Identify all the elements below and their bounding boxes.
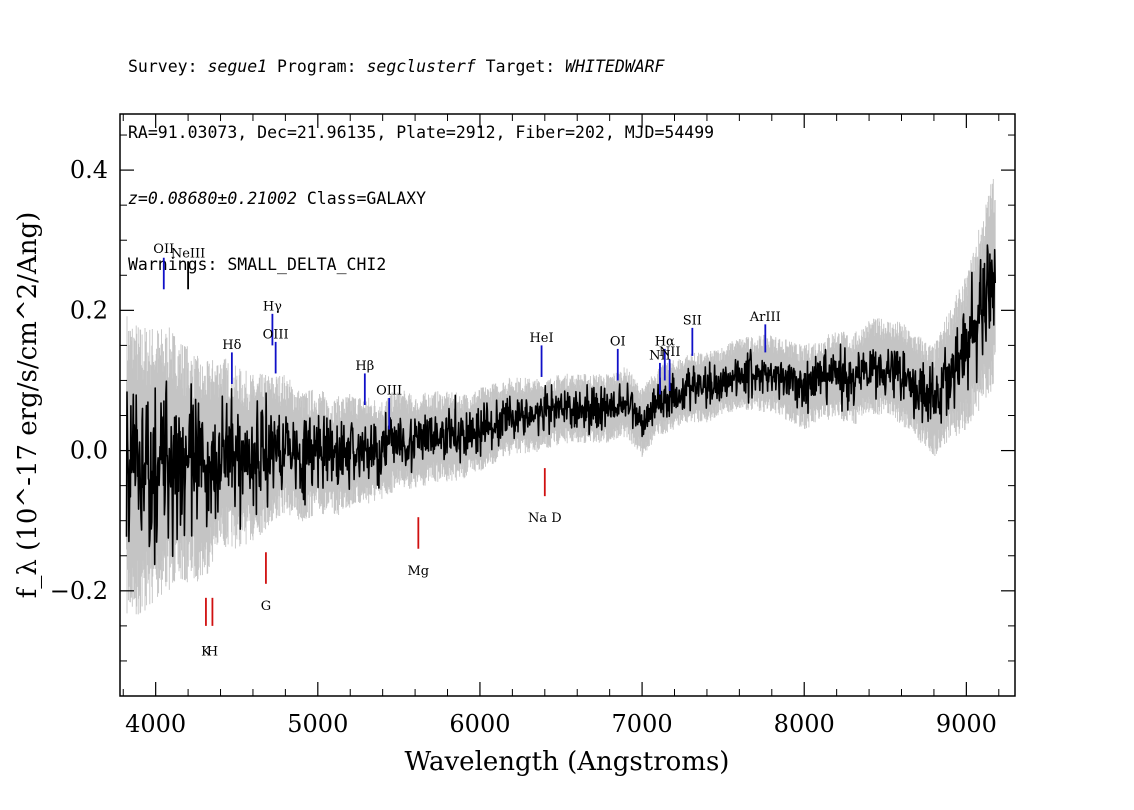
absorption-line-g-label: G	[261, 599, 271, 614]
redshift-value: z=0.08680±0.21002	[128, 189, 297, 208]
emission-line-ariii-label: ArIII	[749, 310, 781, 325]
y-tick-label: 0.4	[70, 156, 108, 184]
emission-line-h-label: Hδ	[222, 338, 241, 353]
flux-line	[125, 244, 996, 566]
header-line-redshift: z=0.08680±0.21002 Class=GALAXY	[128, 188, 714, 210]
program-label: Program:	[277, 57, 357, 76]
emission-line-oiii-label: OIII	[376, 383, 402, 398]
plot-frame	[119, 113, 1016, 697]
absorption-line-mg-label: Mg	[408, 564, 430, 579]
emission-line-h-label: Hβ	[355, 359, 374, 374]
program-value: segclusterf	[366, 57, 476, 76]
spectrum-header: Survey: segue1 Program: segclusterf Targ…	[128, 12, 714, 298]
y-axis-title: f_λ (10^-17 erg/s/cm^2/Ang)	[13, 212, 43, 598]
emission-line-sii-label: SII	[683, 313, 702, 328]
y-tick-label: 0.0	[70, 437, 108, 465]
y-tick-label: 0.2	[70, 296, 108, 324]
emission-line-hei-label: HeI	[529, 331, 553, 346]
target-label: Target:	[485, 57, 556, 76]
emission-line-h-label: Hγ	[263, 299, 282, 314]
axis-ticks-layer: 4000 5000 6000 7000 8000 9000 −0.2 0.0 0.2 0.4	[50, 114, 1015, 738]
emission-line-neiii-label: NeIII	[171, 247, 205, 262]
class-value: Class=GALAXY	[306, 189, 427, 208]
header-line-coordinates: RA=91.03073, Dec=21.96135, Plate=2912, F…	[128, 123, 715, 142]
emission-line-nii-label: NII	[659, 345, 681, 360]
absorption-line-h-label: H	[207, 644, 218, 659]
emission-line-h-label: Hα	[655, 334, 675, 349]
survey-value: segue1	[207, 57, 268, 76]
x-tick-label: 9000	[936, 710, 997, 738]
x-axis-title: Wavelength (Angstroms)	[405, 747, 730, 777]
absorption-line-na-d-label: Na D	[528, 511, 562, 526]
emission-line-oii-label: OII	[153, 242, 174, 257]
survey-label: Survey:	[128, 57, 198, 76]
flux-series-layer	[125, 244, 996, 566]
absorption-line-k-label: K	[201, 644, 211, 659]
x-tick-label: 5000	[287, 710, 348, 738]
x-tick-label: 7000	[612, 710, 673, 738]
target-value: WHITEDWARF	[565, 57, 665, 76]
y-axis-title-text: f_λ (10^-17 erg/s/cm^2/Ang)	[13, 212, 43, 598]
x-tick-label: 8000	[774, 710, 835, 738]
header-line-warnings: Warnings: SMALL_DELTA_CHI2	[128, 255, 387, 274]
emission-line-oi-label: OI	[610, 334, 626, 349]
x-tick-label: 4000	[125, 710, 186, 738]
x-tick-label: 6000	[449, 710, 510, 738]
emission-line-oiii-label: OIII	[263, 327, 289, 342]
header-line-survey: Survey: segue1 Program: segclusterf Targ…	[128, 56, 714, 78]
y-tick-label: −0.2	[50, 577, 108, 605]
